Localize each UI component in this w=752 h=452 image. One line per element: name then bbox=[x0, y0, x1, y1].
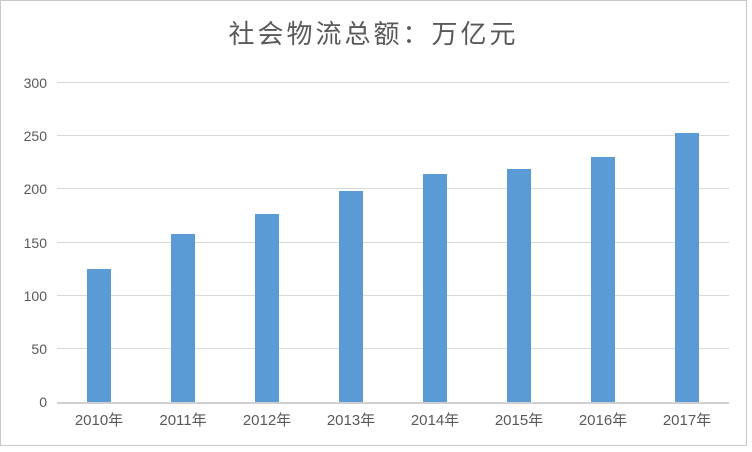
x-axis-labels: 2010年 2011年 2012年 2013年 2014年 2015年 2016年 2017年 bbox=[57, 409, 729, 430]
x-tick-label-2011年: 2011年 bbox=[159, 412, 207, 429]
x-tick-label-2014年: 2014年 bbox=[410, 412, 460, 429]
x-tick-label-2013年: 2013年 bbox=[326, 412, 376, 429]
bar-2013年 bbox=[339, 191, 363, 402]
y-tick-label-50: 50 bbox=[31, 340, 47, 357]
gridline-50 bbox=[57, 347, 729, 349]
plot-area bbox=[57, 82, 729, 404]
bar-2014年 bbox=[423, 174, 447, 402]
y-tick-label-250: 250 bbox=[23, 128, 47, 145]
x-tick-label-2010年: 2010年 bbox=[74, 412, 124, 429]
x-tick-label-2017年: 2017年 bbox=[662, 412, 712, 429]
y-tick-label-100: 100 bbox=[23, 287, 47, 304]
gridline-300 bbox=[57, 82, 729, 83]
gridline-250 bbox=[57, 135, 729, 137]
gridline-200 bbox=[57, 188, 729, 190]
y-tick-label-0: 0 bbox=[39, 394, 47, 410]
bar-2015年 bbox=[507, 169, 531, 402]
x-tick-label-2015年: 2015年 bbox=[494, 412, 544, 429]
chart-title: 社会物流总额：万亿元 bbox=[228, 20, 519, 49]
gridline-150 bbox=[57, 241, 729, 243]
y-tick-label-300: 300 bbox=[23, 75, 47, 91]
x-tick-label-2016年: 2016年 bbox=[578, 412, 628, 429]
y-tick-label-150: 150 bbox=[23, 234, 47, 251]
bar-2012年 bbox=[255, 213, 279, 402]
bar-2017年 bbox=[675, 132, 699, 402]
bar-2016年 bbox=[591, 157, 615, 402]
bar-2011年 bbox=[171, 234, 195, 402]
y-tick-label-200: 200 bbox=[23, 181, 47, 198]
x-tick-label-2012年: 2012年 bbox=[242, 412, 292, 429]
bar-2010年 bbox=[87, 269, 111, 402]
gridline-100 bbox=[57, 294, 729, 296]
